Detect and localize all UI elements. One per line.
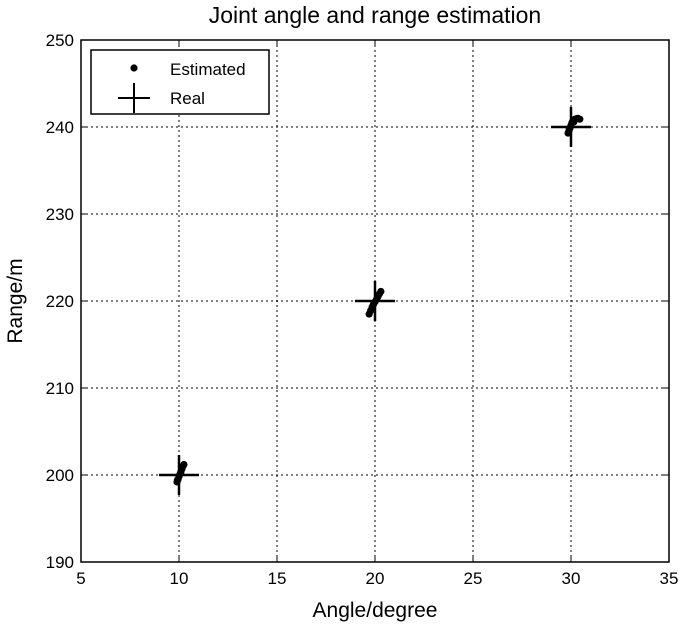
estimated-point	[572, 115, 581, 123]
x-axis-label: Angle/degree	[313, 599, 438, 622]
estimated-point	[176, 469, 185, 477]
legend-label-real: Real	[170, 89, 205, 108]
y-tick-label: 220	[46, 292, 74, 311]
x-tick-label: 35	[660, 569, 679, 588]
x-tick-label: 5	[76, 569, 85, 588]
y-tick-label: 240	[46, 118, 74, 137]
estimated-point	[173, 476, 182, 484]
y-tick-label: 190	[46, 553, 74, 572]
estimated-point	[180, 460, 188, 469]
estimated-point	[565, 125, 574, 133]
legend: Estimated Real	[90, 49, 270, 115]
estimated-point	[377, 287, 385, 296]
y-axis-label: Range/m	[4, 258, 27, 343]
marks	[159, 107, 591, 495]
y-tick-label: 230	[46, 205, 74, 224]
legend-marker-real	[118, 83, 150, 113]
legend-label-estimated: Estimated	[170, 60, 246, 79]
x-tick-label: 10	[170, 569, 189, 588]
x-tick-label: 25	[464, 569, 483, 588]
estimated-point	[370, 299, 378, 307]
x-tick-label: 30	[562, 569, 581, 588]
legend-marker-estimated	[130, 64, 138, 72]
y-tick-label: 200	[46, 466, 74, 485]
ticks: 5 10 15 20 25 30 35 190 200 210 220 230 240 250	[46, 31, 679, 588]
x-tick-label: 20	[366, 569, 385, 588]
y-tick-label: 250	[46, 31, 74, 50]
y-tick-label: 210	[46, 379, 74, 398]
x-tick-label: 15	[268, 569, 287, 588]
chart-title: Joint angle and range estimation	[209, 2, 541, 28]
legend-box	[90, 49, 270, 115]
